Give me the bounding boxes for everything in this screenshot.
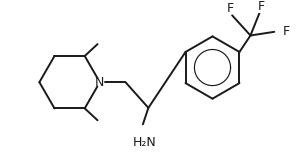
Text: F: F (282, 25, 290, 38)
Text: F: F (227, 2, 234, 15)
Text: H₂N: H₂N (133, 136, 156, 149)
Text: N: N (95, 76, 105, 89)
Text: F: F (258, 0, 265, 13)
